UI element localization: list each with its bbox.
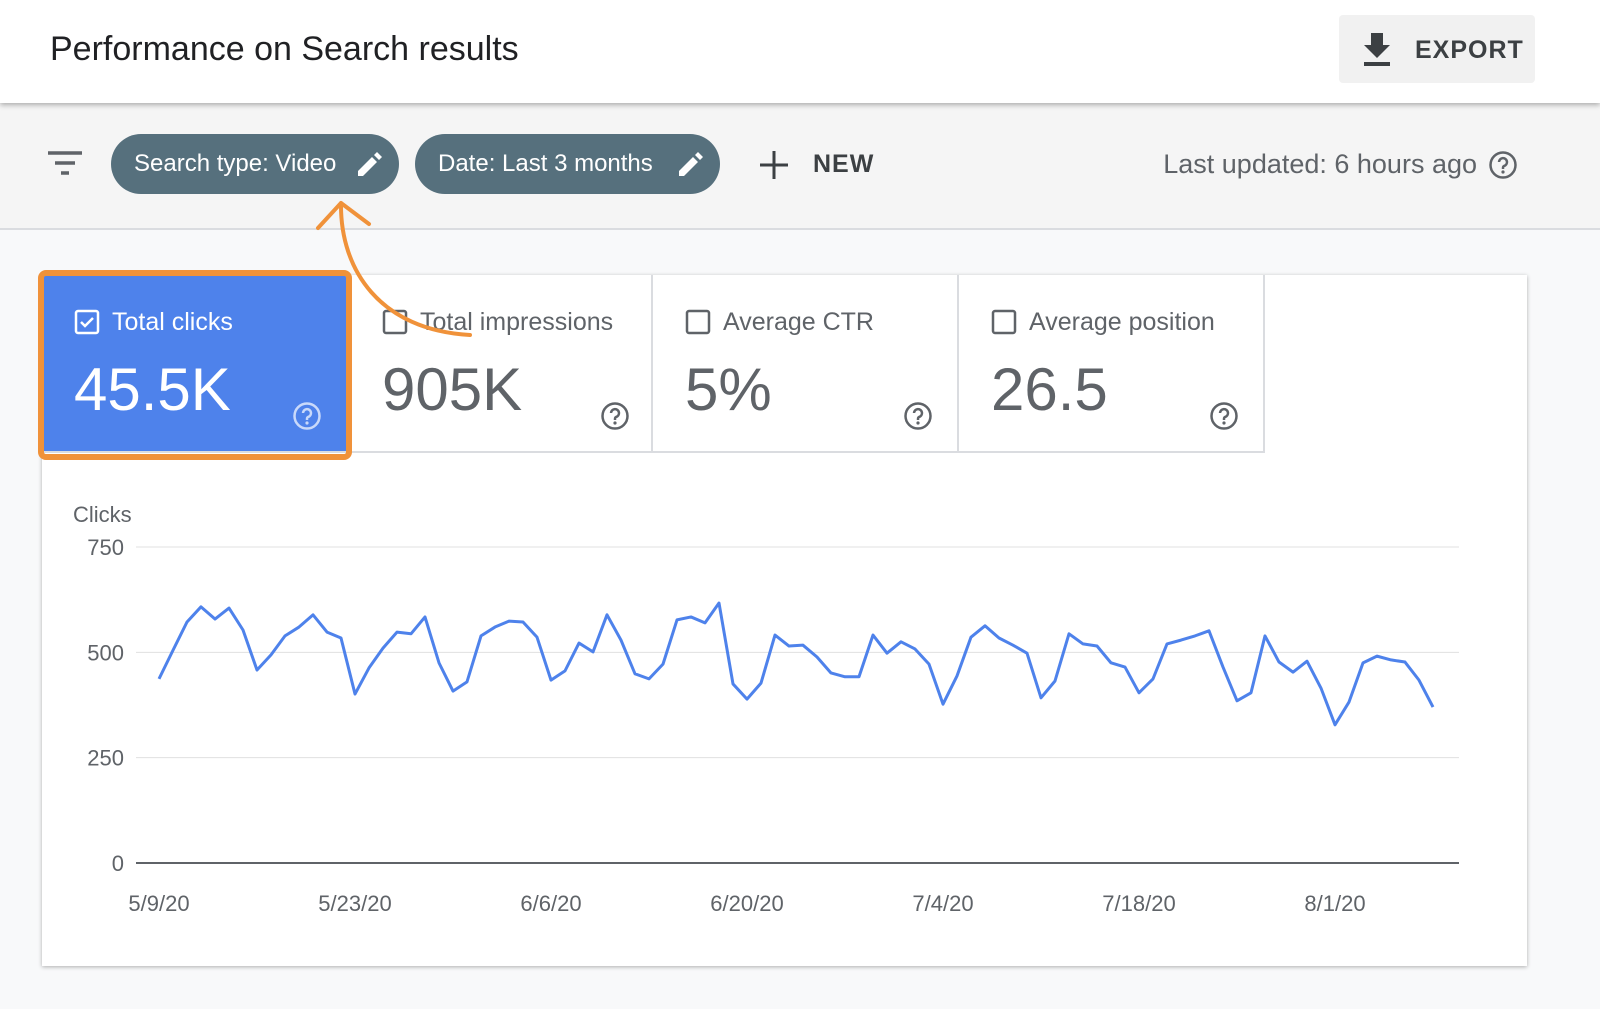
checkbox-box [991,309,1017,335]
export-button[interactable]: EXPORT [1339,15,1535,83]
metric-card[interactable]: Total clicks 45.5K [42,275,350,453]
download-icon [1364,33,1390,66]
help-mark [609,407,621,421]
checkbox-box [74,309,100,335]
help-icon[interactable] [1488,150,1518,180]
help-circle [293,402,321,430]
clicks-chart: Clicks 0 250 500 750 5/9/20 5/23/20 6/6/20 6/20/… [73,502,1459,916]
plus-icon[interactable] [759,150,789,180]
x-tick-label: 7/18/20 [1102,891,1175,916]
chip-label: Search type: Video [134,150,337,177]
chip-label: Date: Last 3 months [438,150,653,177]
x-tick-label: 5/9/20 [128,891,189,916]
y-tick-label: 0 [112,851,124,876]
x-tick-label: 5/23/20 [318,891,391,916]
edit-icon [679,152,703,176]
metric-card[interactable]: Average position 26.5 [959,275,1265,453]
export-label: EXPORT [1415,36,1524,64]
metric-label: Total impressions [420,308,614,336]
filter-chip[interactable]: Date: Last 3 months [415,134,720,194]
x-tick-label: 7/4/20 [912,891,973,916]
checkbox [685,309,711,335]
new-filter-button[interactable]: NEW [813,150,875,178]
checkbox-tick [80,317,94,328]
page-title: Performance on Search results [50,30,519,68]
metric-label: Total clicks [112,308,233,336]
clicks-line [157,601,1435,727]
edit-icon [358,152,382,176]
metric-label: Average position [1029,308,1215,336]
help-circle [1210,402,1238,430]
help-circle [601,402,629,430]
checkbox [382,309,408,335]
checkbox-box [382,309,408,335]
help-circle [904,402,932,430]
help-dot [613,421,617,425]
last-updated: Last updated: 6 hours ago [1163,149,1477,179]
checkbox [991,309,1017,335]
help-icon[interactable] [292,401,322,431]
metric-card[interactable]: Average CTR 5% [653,275,959,453]
header: Performance on Search results EXPORT [0,0,1600,103]
help-mark [912,407,924,421]
help-icon[interactable] [600,401,630,431]
help-icon[interactable] [1209,401,1239,431]
x-tick-label: 8/1/20 [1304,891,1365,916]
metric-label: Average CTR [723,308,874,336]
filter-icon[interactable] [46,150,84,180]
checkbox [74,309,100,335]
metric-value: 905K [382,356,523,423]
metric-value: 5% [685,356,772,423]
metric-value: 45.5K [74,356,231,423]
metric-value: 26.5 [991,356,1108,423]
y-tick-label: 750 [87,535,124,560]
x-tick-label: 6/20/20 [710,891,783,916]
help-dot [305,421,309,425]
y-tick-label: 250 [87,746,124,771]
y-axis-title: Clicks [73,502,132,527]
help-dot [916,421,920,425]
y-tick-label: 500 [87,640,124,665]
help-icon[interactable] [903,401,933,431]
help-dot [1222,421,1226,425]
checkbox-box [685,309,711,335]
x-tick-label: 6/6/20 [520,891,581,916]
metric-card[interactable]: Total impressions 905K [350,275,653,453]
help-mark [301,407,313,421]
help-mark [1218,407,1230,421]
filter-chip[interactable]: Search type: Video [111,134,399,194]
